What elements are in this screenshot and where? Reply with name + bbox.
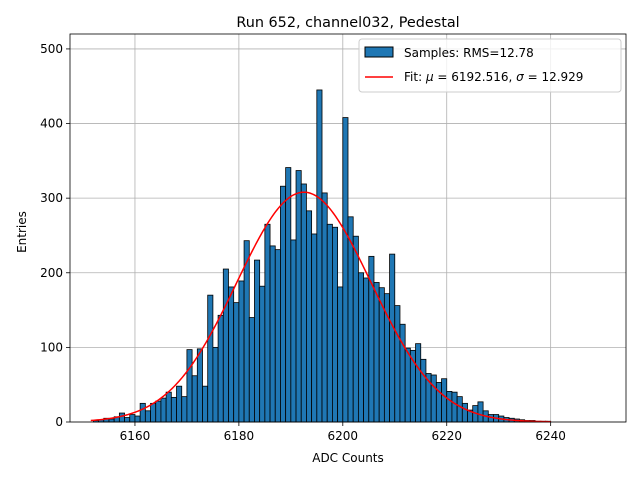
histogram-bar bbox=[342, 117, 349, 423]
histogram-bar bbox=[144, 410, 151, 423]
histogram-bar bbox=[290, 239, 297, 423]
histogram-bar bbox=[280, 185, 287, 423]
histogram-bar bbox=[311, 233, 318, 423]
histogram-bar bbox=[176, 385, 183, 423]
y-tick-label: 100 bbox=[40, 340, 63, 354]
histogram-bar bbox=[269, 245, 276, 423]
histogram-bar bbox=[363, 277, 370, 423]
x-tick-label: 6180 bbox=[224, 429, 255, 443]
legend-samples-label: Samples: RMS=12.78 bbox=[404, 46, 534, 60]
legend-fit-sigma-symbol: σ bbox=[516, 70, 524, 84]
histogram-bar bbox=[202, 385, 209, 423]
legend-box bbox=[358, 38, 622, 93]
histogram-bar bbox=[477, 401, 484, 423]
y-tick-label: 400 bbox=[40, 117, 63, 131]
histogram-bar bbox=[155, 400, 162, 423]
x-tick-label: 6200 bbox=[328, 429, 359, 443]
histogram-bar bbox=[233, 302, 240, 423]
histogram-bar bbox=[139, 402, 146, 423]
histogram-bar bbox=[160, 397, 167, 423]
histogram-bar bbox=[399, 323, 406, 423]
histogram-bar bbox=[259, 285, 266, 423]
histogram-bar bbox=[191, 375, 198, 423]
histogram-bar bbox=[248, 317, 255, 423]
histogram-bar bbox=[435, 382, 442, 423]
y-axis-ticks: 0 100 200 300 400 500 bbox=[40, 42, 70, 429]
x-axis-ticks: 6160 6180 6200 6220 6240 bbox=[120, 422, 566, 443]
x-tick-label: 6160 bbox=[120, 429, 151, 443]
histogram-bar bbox=[357, 272, 364, 423]
plot-area-frame bbox=[69, 33, 627, 423]
histogram-bar bbox=[118, 412, 125, 423]
histogram-bar bbox=[186, 349, 193, 423]
histogram-bar bbox=[243, 240, 250, 423]
histogram-bar bbox=[108, 418, 115, 423]
histogram-bar bbox=[451, 391, 458, 423]
legend: Samples: RMS=12.78 Fit: μ = 6192.516, σ … bbox=[358, 38, 622, 93]
histogram-bar bbox=[212, 346, 219, 423]
chart-title: Run 652, channel032, Pedestal bbox=[236, 15, 459, 31]
histogram-bars bbox=[92, 89, 552, 423]
gaussian-fit-curve bbox=[90, 191, 551, 423]
histogram-bar bbox=[352, 235, 359, 423]
y-tick-label: 500 bbox=[40, 42, 63, 56]
histogram-bar bbox=[389, 253, 396, 423]
histogram-bar bbox=[285, 167, 292, 423]
histogram-bar bbox=[165, 391, 172, 423]
histogram-bar bbox=[254, 259, 261, 423]
y-axis-label: Entries bbox=[15, 211, 29, 253]
histogram-bar bbox=[170, 396, 177, 423]
histogram-bar bbox=[217, 314, 224, 423]
legend-fit-sigma-value: = 12.929 bbox=[524, 70, 584, 84]
histogram-bar bbox=[264, 223, 271, 423]
histogram-bar bbox=[196, 348, 203, 423]
histogram-bar bbox=[316, 89, 323, 423]
x-tick-label: 6240 bbox=[535, 429, 566, 443]
legend-samples-swatch bbox=[364, 46, 394, 58]
histogram-bar bbox=[222, 268, 229, 423]
histogram-bar bbox=[228, 286, 235, 423]
histogram-bar bbox=[337, 286, 344, 423]
histogram-bar bbox=[332, 226, 339, 423]
histogram-bar bbox=[446, 391, 453, 423]
histogram-bar bbox=[134, 415, 141, 423]
y-tick-label: 200 bbox=[40, 266, 63, 280]
legend-fit-mu-symbol: μ bbox=[425, 70, 434, 84]
histogram-bar bbox=[456, 396, 463, 423]
histogram-bar bbox=[181, 396, 188, 423]
histogram-bar bbox=[394, 305, 401, 423]
y-tick-label: 0 bbox=[55, 415, 63, 429]
histogram-bar bbox=[300, 183, 307, 423]
histogram-bar bbox=[129, 414, 136, 423]
histogram-bar bbox=[461, 402, 468, 423]
histogram-bar bbox=[124, 417, 131, 423]
histogram-bar bbox=[321, 192, 328, 423]
x-tick-label: 6220 bbox=[431, 429, 462, 443]
histogram-bar bbox=[368, 255, 375, 423]
histogram-bar bbox=[420, 358, 427, 423]
histogram-bar bbox=[441, 378, 448, 423]
histogram-bar bbox=[238, 280, 245, 423]
histogram-bar bbox=[150, 402, 157, 423]
x-axis-label: ADC Counts bbox=[312, 451, 384, 465]
histogram-bar bbox=[415, 343, 422, 423]
legend-fit-mu-value: = 6192.516, bbox=[434, 70, 517, 84]
histogram-bar bbox=[373, 282, 380, 423]
histogram-bar bbox=[430, 374, 437, 423]
histogram-bar bbox=[274, 249, 281, 423]
histogram-bar bbox=[347, 216, 354, 423]
histogram-bar bbox=[404, 347, 411, 423]
y-tick-label: 300 bbox=[40, 191, 63, 205]
histogram-bar bbox=[306, 210, 313, 423]
histogram-bar bbox=[326, 223, 333, 423]
legend-fit-label: Fit: μ = 6192.516, σ = 12.929 bbox=[404, 70, 583, 84]
legend-fit-prefix: Fit: bbox=[404, 70, 426, 84]
histogram-bar bbox=[207, 294, 214, 423]
histogram-bar bbox=[295, 170, 302, 423]
